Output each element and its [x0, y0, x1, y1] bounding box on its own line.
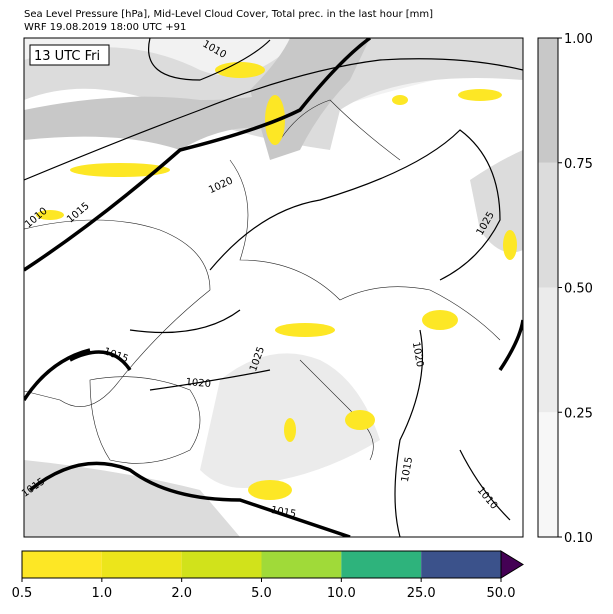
map-frame: [23, 37, 524, 538]
colorbar-extend: [500, 550, 524, 579]
colorbar-tick-label: 50.0: [487, 586, 516, 601]
time-box: [29, 44, 110, 66]
colorbar-tick-label: 0.5: [12, 586, 33, 601]
colorbar-tick-label: 1.00: [564, 32, 593, 47]
colorbar-band: [341, 551, 422, 578]
colorbar-band: [538, 162, 558, 288]
colorbar-band: [181, 551, 262, 578]
title: Sea Level Pressure [hPa], Mid-Level Clou…: [24, 9, 433, 20]
isobar-label: 1020: [185, 377, 211, 390]
colorbar-tick-label: 0.75: [564, 157, 593, 172]
colorbar-band: [22, 551, 102, 578]
colorbar-band: [421, 551, 501, 578]
colorbar-band: [101, 551, 182, 578]
colorbar-tick-label: 0.50: [564, 282, 593, 297]
isobar-label: 1015: [400, 456, 415, 483]
isobar-label: 1015: [270, 505, 297, 520]
colorbar-band: [538, 38, 558, 163]
time-label: 13 UTC Fri: [34, 49, 100, 64]
colorbar-tick-label: 5.0: [251, 586, 272, 601]
map-body: [24, 38, 523, 537]
colorbar-tick-label: 10.0: [327, 586, 356, 601]
colorbar-band: [538, 412, 558, 537]
colorbar-tick-label: 2.0: [171, 586, 192, 601]
colorbar-tick-label: 25.0: [407, 586, 436, 601]
colorbar-band: [261, 551, 342, 578]
colorbar-tick-label: 0.25: [564, 406, 593, 421]
subtitle: WRF 19.08.2019 18:00 UTC +91: [24, 22, 186, 33]
colorbar-band: [538, 287, 558, 413]
colorbar-tick-label: 0.10: [564, 531, 593, 546]
colorbar-tick-label: 1.0: [91, 586, 112, 601]
isobar-label: 1020: [410, 341, 425, 368]
